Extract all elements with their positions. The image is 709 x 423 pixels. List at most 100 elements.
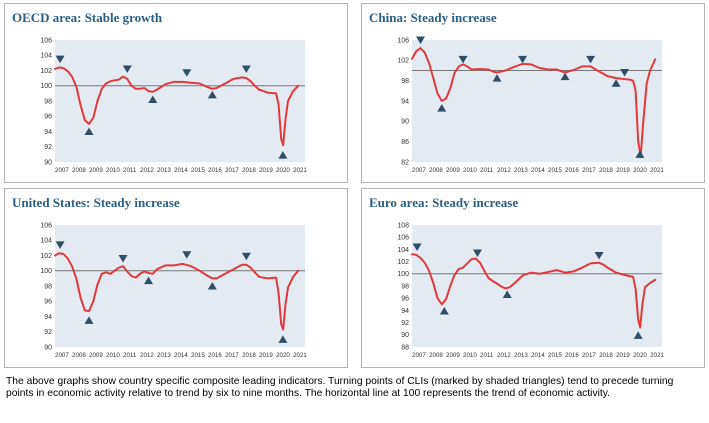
x-tick-label: 2020 [276,167,290,174]
y-tick-label: 90 [44,159,52,166]
y-tick-label: 90 [44,344,52,351]
triangle-down-icon [241,65,251,73]
x-tick-label: 2017 [582,352,596,359]
x-tick-label: 2012 [497,167,511,174]
y-tick-label: 92 [401,320,409,327]
x-tick-label: 2016 [565,352,579,359]
plot-area [55,225,305,347]
triangle-down-icon [55,55,65,64]
triangle-down-icon [620,69,630,77]
triangle-up-icon [207,282,217,290]
y-tick-label: 98 [44,98,52,105]
x-tick-label: 2009 [446,352,460,359]
x-tick-label: 2007 [55,352,69,359]
x-tick-label: 2008 [429,352,443,359]
chart-panel-united-states: United States: Steady increase 90 92 94 96 9… [4,188,348,368]
y-tick-label: 106 [40,37,52,44]
figure-caption: The above graphs show country specific c… [6,376,674,400]
y-tick-label: 106 [397,235,409,242]
y-tick-label: 102 [40,68,52,75]
triangle-up-icon [502,290,512,299]
triangle-up-icon [84,127,94,135]
chart-panel-euro-area: Euro area: Steady increase 88 90 92 94 96 98 1… [361,188,705,368]
x-tick-label: 2018 [242,352,256,359]
chart-panel-china: China: Steady increase 82 86 90 94 98 102 106 2… [361,3,705,183]
x-tick-label: 2012 [140,167,154,174]
y-tick-label: 86 [401,139,409,146]
x-tick-label: 2014 [531,352,545,359]
y-tick-label: 104 [40,238,52,245]
triangle-down-icon [518,55,528,64]
x-tick-label: 2010 [463,352,477,359]
triangle-down-icon [182,251,192,259]
y-tick-label: 106 [397,37,409,44]
cli-series-line [411,253,657,329]
x-tick-label: 2014 [531,167,545,174]
triangle-up-icon [148,95,158,103]
x-tick-label: 2017 [582,167,596,174]
triangle-up-icon [207,90,217,99]
x-tick-label: 2015 [548,167,562,174]
y-tick-label: 94 [401,98,409,105]
x-tick-label: 2011 [480,167,494,174]
x-tick-label: 2017 [225,167,239,174]
x-tick-label: 2010 [463,167,477,174]
x-tick-label: 2014 [174,167,188,174]
y-tick-label: 82 [401,159,409,166]
x-tick-label: 2019 [616,352,630,359]
x-tick-label: 2015 [548,352,562,359]
triangle-up-icon [278,335,288,343]
x-tick-label: 2010 [106,167,120,174]
triangle-up-icon [437,104,447,112]
triangle-down-icon [594,252,604,260]
triangle-up-icon [560,72,570,81]
x-tick-label: 2010 [106,352,120,359]
y-tick-label: 96 [44,114,52,121]
triangle-down-icon [472,249,482,258]
x-tick-label: 2012 [140,352,154,359]
x-tick-label: 2021 [293,167,307,174]
triangle-up-icon [84,316,94,324]
cli-series-line [54,66,300,147]
y-tick-label: 88 [401,344,409,351]
chart-title: China: Steady increase [369,10,497,25]
plot-area [412,40,662,162]
x-tick-label: 2009 [446,167,460,174]
y-tick-label: 96 [44,299,52,306]
chart-title: United States: Steady increase [12,195,180,210]
triangle-down-icon [458,55,468,64]
x-tick-label: 2013 [157,352,171,359]
x-tick-label: 2019 [259,352,273,359]
x-tick-label: 2015 [191,167,205,174]
x-tick-label: 2011 [123,352,137,359]
x-tick-label: 2018 [599,167,613,174]
chart-title: Euro area: Steady increase [369,195,519,210]
x-tick-label: 2017 [225,352,239,359]
y-tick-label: 98 [401,78,409,85]
x-tick-label: 2019 [259,167,273,174]
x-tick-label: 2014 [174,352,188,359]
triangle-up-icon [633,331,643,339]
x-tick-label: 2018 [599,352,613,359]
triangle-up-icon [278,151,288,159]
y-tick-label: 90 [401,332,409,339]
y-tick-label: 94 [44,314,52,321]
y-tick-label: 94 [401,308,409,315]
x-tick-label: 2008 [429,167,443,174]
y-tick-label: 94 [44,129,52,136]
x-tick-label: 2021 [293,352,307,359]
x-tick-label: 2008 [72,352,86,359]
x-tick-label: 2012 [497,352,511,359]
triangle-up-icon [144,276,154,285]
y-tick-label: 100 [397,271,409,278]
plot-area [412,225,662,347]
triangle-down-icon [122,65,132,73]
y-tick-label: 98 [401,283,409,290]
cli-series-line [411,47,657,157]
y-tick-label: 100 [40,83,52,90]
triangle-down-icon [586,55,596,64]
x-tick-label: 2009 [89,167,103,174]
